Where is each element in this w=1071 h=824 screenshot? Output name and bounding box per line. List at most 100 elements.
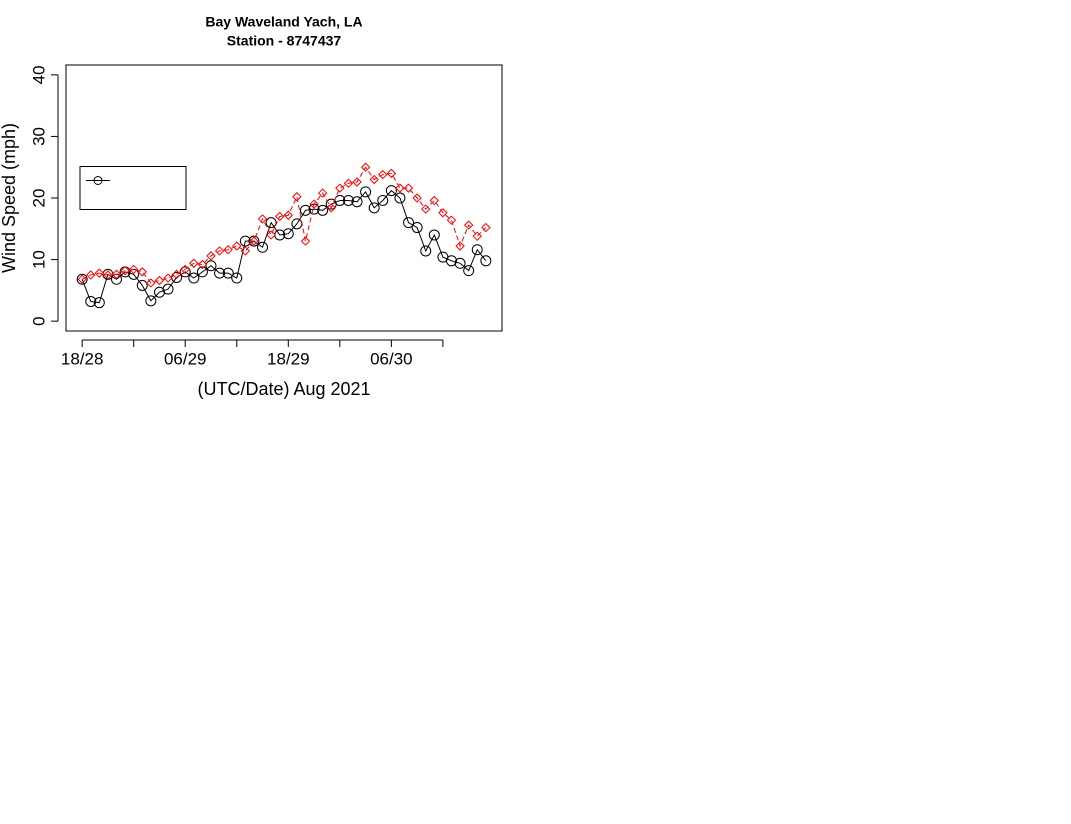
y-axis-label: Wind Speed (mph)	[0, 123, 19, 273]
obs-point	[205, 260, 217, 272]
model-point	[197, 259, 208, 270]
model-point	[360, 162, 371, 172]
model-point	[300, 236, 311, 246]
legend-box	[79, 166, 187, 210]
obs-point	[385, 185, 397, 197]
series-line	[81, 189, 487, 304]
chart-subtitle: Station - 8747437	[227, 33, 342, 49]
obs-point	[454, 257, 466, 269]
obs-point	[480, 255, 492, 267]
model-point	[352, 177, 362, 187]
obs-point	[136, 279, 148, 291]
obs-point	[162, 283, 174, 295]
model-point	[180, 264, 190, 275]
model-point	[309, 199, 319, 209]
model-point	[240, 246, 251, 256]
model-point	[163, 273, 173, 283]
model-point	[266, 230, 276, 240]
model-point	[386, 168, 397, 179]
y-tick-label: 40	[29, 65, 48, 84]
obs-point	[428, 229, 440, 241]
model-point	[274, 211, 285, 222]
model-point	[86, 270, 96, 280]
model-point	[438, 208, 448, 218]
model-point	[223, 245, 233, 255]
obs-point	[282, 228, 294, 240]
obs-point	[214, 267, 226, 279]
model-point	[326, 203, 336, 213]
model-point	[481, 222, 491, 233]
model-point	[206, 251, 216, 261]
model-point	[317, 188, 328, 198]
x-tick-label: 06/30	[370, 349, 413, 368]
obs-point	[299, 204, 311, 216]
obs-point	[471, 244, 483, 256]
model-point	[395, 183, 405, 193]
x-tick-label: 18/28	[61, 349, 104, 368]
obs-point	[368, 202, 380, 214]
obs-point	[85, 295, 97, 307]
obs-point	[265, 217, 277, 229]
model-point	[94, 268, 105, 278]
x-tick-label: 06/29	[164, 349, 207, 368]
model-point	[214, 246, 225, 256]
plot-frame	[65, 64, 503, 332]
obs-point	[257, 241, 269, 253]
model-point	[257, 214, 268, 224]
model-point	[103, 270, 113, 280]
model-point	[429, 195, 440, 206]
obs-point	[445, 255, 457, 267]
obs-point	[317, 204, 329, 216]
model-point	[463, 220, 474, 230]
obs-point	[411, 222, 423, 234]
model-point	[335, 183, 345, 193]
model-point	[472, 231, 482, 241]
y-tick-label: 10	[29, 250, 48, 269]
y-tick-label: 30	[29, 127, 48, 146]
panel: Bay Waveland Yach, LA Station - 8747437 18…	[0, 14, 503, 399]
obs-point	[196, 266, 208, 278]
model-point	[343, 178, 354, 188]
obs-point	[342, 194, 354, 206]
obs-point	[420, 245, 432, 257]
series-line	[81, 166, 487, 284]
y-tick-label: 20	[29, 189, 48, 208]
model-point	[189, 258, 199, 268]
model-point	[137, 267, 147, 277]
model-point	[77, 274, 87, 284]
obs-point	[248, 235, 260, 247]
model-point	[292, 192, 302, 202]
model-point	[111, 269, 122, 280]
model-point	[146, 278, 156, 288]
obs-point	[145, 295, 157, 307]
obs-point	[403, 217, 415, 229]
y-tick-label: 0	[29, 316, 48, 325]
model-point	[283, 210, 294, 220]
model-point	[369, 174, 379, 185]
model-point	[446, 215, 457, 225]
legend-marker	[93, 176, 103, 185]
chart-title: Bay Waveland Yach, LA	[205, 14, 362, 30]
x-axis-label: (UTC/Date) Aug 2021	[197, 379, 370, 399]
obs-point	[394, 192, 406, 204]
obs-point	[128, 268, 140, 280]
obs-point	[231, 272, 243, 284]
model-point	[412, 193, 422, 203]
obs-point	[377, 194, 389, 206]
obs-point	[463, 265, 475, 277]
obs-point	[351, 196, 363, 208]
obs-point	[76, 273, 88, 285]
obs-point	[188, 272, 200, 284]
model-point	[455, 241, 465, 251]
model-point	[421, 204, 431, 214]
model-point	[232, 241, 242, 251]
model-point	[120, 265, 130, 276]
obs-point	[222, 267, 234, 279]
model-point	[403, 183, 414, 193]
model-point	[378, 169, 388, 180]
x-tick-label: 18/29	[267, 349, 310, 368]
obs-point	[93, 297, 105, 309]
obs-point	[360, 186, 372, 198]
model-point	[154, 275, 165, 286]
